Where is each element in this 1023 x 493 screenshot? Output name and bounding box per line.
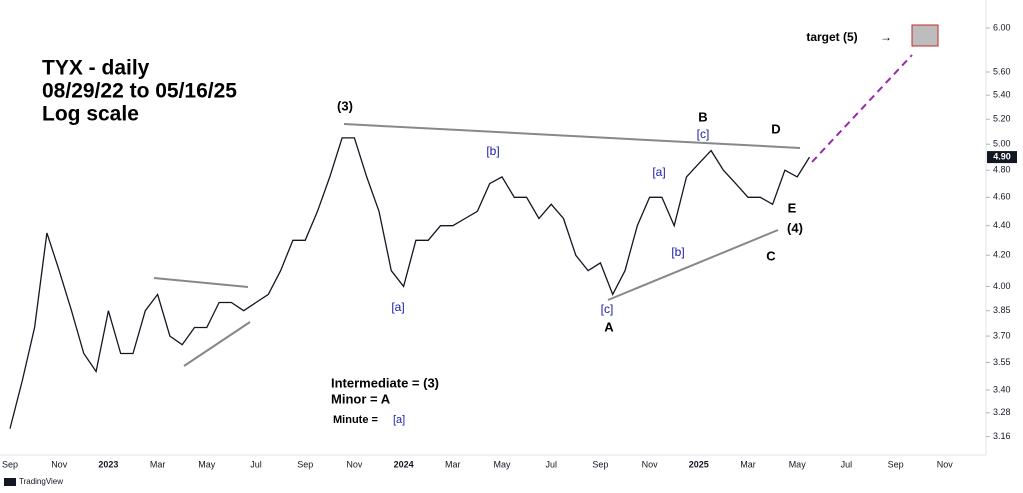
x-tick-label: May [493, 459, 511, 469]
x-tick-label: Nov [937, 459, 954, 469]
x-tick-label: Nov [51, 459, 68, 469]
wave-label: (4) [787, 220, 803, 235]
y-tick-label: 4.80 [993, 165, 1011, 175]
projection-line [811, 54, 913, 163]
wave-label: C [766, 248, 776, 263]
legend-text: Intermediate = (3) [331, 375, 439, 390]
wave-label: [c] [601, 302, 614, 316]
y-tick-label: 5.20 [993, 114, 1011, 124]
x-tick-label: 2025 [689, 459, 709, 469]
legend-symbol: [a] [393, 414, 405, 426]
title-line: 08/29/22 to 05/16/25 [42, 80, 237, 103]
y-tick-label: 5.40 [993, 90, 1011, 100]
x-tick-label: Mar [445, 459, 461, 469]
y-tick-label: 3.16 [993, 431, 1011, 441]
brand-logo [4, 478, 16, 486]
y-tick-label: 6.00 [993, 22, 1011, 32]
y-tick-label: 3.28 [993, 407, 1011, 417]
x-tick-label: Sep [592, 459, 608, 469]
x-tick-label: Jul [250, 459, 262, 469]
y-tick-label: 3.40 [993, 384, 1011, 394]
wave-label: [b] [486, 144, 499, 158]
wave-label: [a] [391, 300, 404, 314]
x-tick-label: 2024 [394, 459, 414, 469]
x-tick-label: Jul [841, 459, 853, 469]
brand-text: TradingView [19, 477, 63, 486]
wave-label: [a] [652, 165, 665, 179]
y-tick-label: 3.85 [993, 305, 1011, 315]
y-tick-label: 4.00 [993, 281, 1011, 291]
wave-label: → [880, 30, 892, 44]
y-tick-label: 5.00 [993, 139, 1011, 149]
price-line [9, 137, 811, 429]
y-tick-label: 3.55 [993, 357, 1011, 367]
y-tick-label: 4.20 [993, 250, 1011, 260]
target-box [911, 24, 939, 47]
x-tick-label: Sep [297, 459, 313, 469]
x-tick-label: Nov [346, 459, 363, 469]
legend-text: Minor = A [331, 391, 391, 406]
wave-label: [b] [671, 245, 684, 259]
title-line: TYX - daily [42, 57, 150, 80]
trend-line [343, 123, 801, 149]
x-tick-label: Nov [642, 459, 659, 469]
wave-label: (3) [337, 98, 353, 113]
x-tick-label: Sep [888, 459, 904, 469]
wave-label: B [698, 109, 707, 124]
x-tick-label: May [789, 459, 807, 469]
wave-label: E [788, 200, 797, 215]
x-tick-label: Mar [150, 459, 166, 469]
x-tick-label: May [198, 459, 216, 469]
x-tick-label: 2023 [98, 459, 118, 469]
wave-label: A [604, 319, 614, 334]
wave-label: [c] [697, 127, 710, 141]
y-tick-label: 4.60 [993, 192, 1011, 202]
price-tag-bg [987, 151, 1017, 164]
x-tick-label: Jul [545, 459, 557, 469]
trend-line [607, 229, 779, 301]
wave-label: target (5) [806, 30, 857, 44]
x-tick-label: Sep [2, 459, 18, 469]
wave-label: D [771, 121, 780, 136]
title-line: Log scale [42, 103, 139, 126]
x-tick-label: Mar [740, 459, 756, 469]
trend-line [153, 277, 249, 288]
y-tick-label: 4.40 [993, 220, 1011, 230]
y-tick-label: 3.70 [993, 330, 1011, 340]
y-tick-label: 5.60 [993, 66, 1011, 76]
trend-line [183, 321, 251, 367]
price-tag: 4.90 [993, 151, 1011, 161]
legend-text: Minute = [333, 414, 378, 426]
